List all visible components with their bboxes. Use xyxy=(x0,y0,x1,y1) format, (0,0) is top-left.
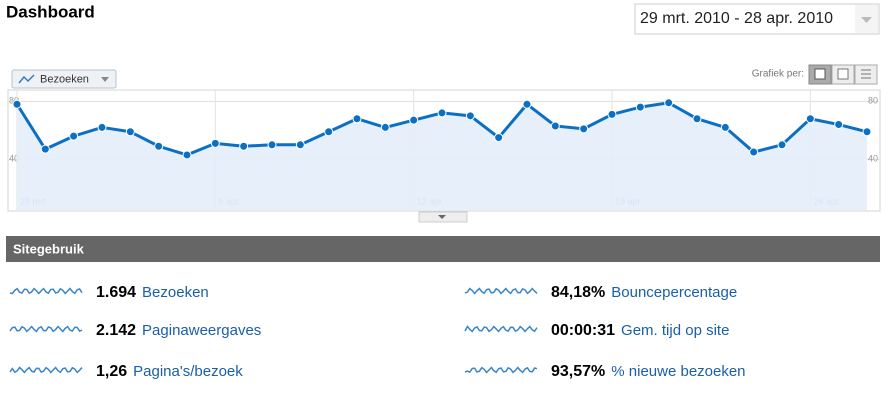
point xyxy=(324,127,334,137)
area xyxy=(17,102,867,210)
graph-by-label: Grafiek per: xyxy=(752,69,804,80)
point xyxy=(664,98,674,108)
date-range: 29 mrt. 2010 - 28 apr. 2010 xyxy=(640,10,833,27)
point xyxy=(380,122,390,132)
tab-icon xyxy=(18,74,35,84)
metric-value: 2.142 xyxy=(96,322,136,339)
point xyxy=(239,141,249,151)
point xyxy=(182,150,192,160)
y-tick-label: 80 xyxy=(9,96,19,106)
point xyxy=(494,133,504,143)
point xyxy=(352,114,362,124)
metric-value: 1,26 xyxy=(96,363,127,380)
point xyxy=(635,102,645,112)
point xyxy=(579,124,589,134)
point xyxy=(69,131,79,141)
y-tick-label: 40 xyxy=(9,154,19,164)
metric-label[interactable]: Bouncepercentage xyxy=(611,284,737,301)
point xyxy=(409,115,419,125)
point xyxy=(834,120,844,130)
point xyxy=(210,138,220,148)
tab-arrow xyxy=(101,77,109,82)
point xyxy=(607,109,617,119)
point xyxy=(465,111,475,121)
date-picker[interactable] xyxy=(634,3,880,35)
sparkline xyxy=(464,325,538,333)
sparkline xyxy=(464,366,538,374)
sparkline xyxy=(464,287,538,295)
metric-value: 93,57% xyxy=(551,363,605,380)
sparkline xyxy=(9,366,83,374)
metric-label[interactable]: % nieuwe bezoeken xyxy=(611,363,745,380)
point xyxy=(97,122,107,132)
icon xyxy=(814,68,826,80)
expand-arrow xyxy=(438,215,446,219)
point xyxy=(805,114,815,124)
point xyxy=(522,99,532,109)
metric-label[interactable]: Paginaweergaves xyxy=(142,322,261,339)
point xyxy=(749,147,759,157)
metric-value: 84,18% xyxy=(551,284,605,301)
metric-tab[interactable] xyxy=(11,69,117,89)
sparkline xyxy=(9,325,83,333)
section-title: Sitegebruik xyxy=(13,241,85,256)
point xyxy=(12,99,22,109)
point xyxy=(550,121,560,131)
section-bar xyxy=(6,236,880,262)
point xyxy=(125,127,135,137)
sparkline xyxy=(9,287,83,295)
y-tick-label: 80 xyxy=(868,96,878,106)
point xyxy=(692,114,702,124)
point xyxy=(295,140,305,150)
icon xyxy=(837,68,849,80)
dropdown-arrow xyxy=(861,17,872,23)
point xyxy=(862,127,872,137)
point xyxy=(154,141,164,151)
point xyxy=(267,140,277,150)
point xyxy=(777,140,787,150)
metric-label[interactable]: Bezoeken xyxy=(142,284,209,301)
metric-value: 1.694 xyxy=(96,284,136,301)
metric-label[interactable]: Gem. tijd op site xyxy=(621,322,729,339)
point xyxy=(40,144,50,154)
y-tick-label: 40 xyxy=(868,154,878,164)
metric-label[interactable]: Pagina's/bezoek xyxy=(133,363,243,380)
point xyxy=(437,108,447,118)
tab-label: Bezoeken xyxy=(40,73,89,85)
point xyxy=(720,122,730,132)
metric-value: 00:00:31 xyxy=(551,322,615,339)
title: Dashboard xyxy=(6,2,95,21)
icon xyxy=(861,69,871,79)
